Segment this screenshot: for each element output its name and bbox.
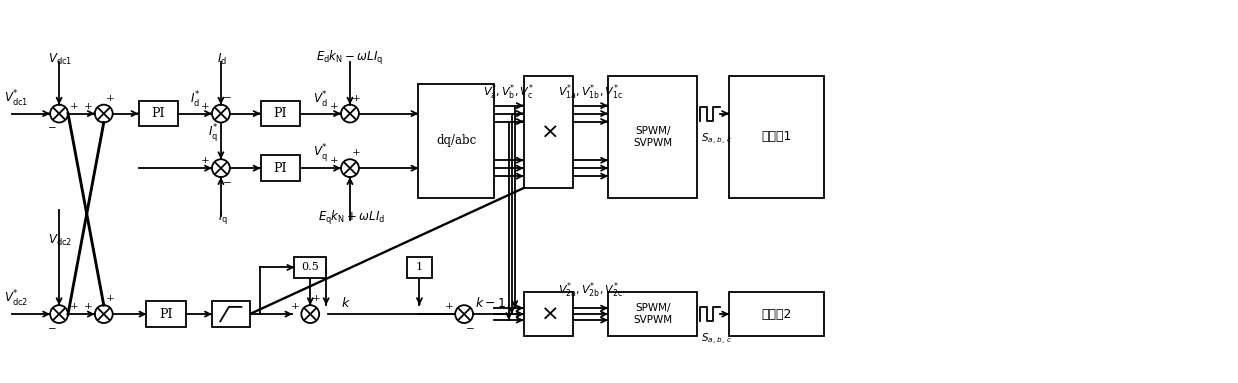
Text: −: − [223, 179, 232, 188]
FancyBboxPatch shape [418, 84, 494, 198]
Text: −: − [223, 94, 232, 103]
Text: +: + [202, 101, 210, 111]
FancyBboxPatch shape [139, 101, 178, 126]
Text: $V_{\rm q}^{*}$: $V_{\rm q}^{*}$ [313, 142, 328, 164]
Text: +: + [291, 302, 300, 311]
Text: +: + [84, 101, 93, 111]
Text: +: + [331, 156, 339, 165]
Text: $V_{\rm dc2}$: $V_{\rm dc2}$ [48, 232, 72, 247]
Text: +: + [71, 302, 79, 311]
Text: SPWM/
SVPWM: SPWM/ SVPWM [633, 126, 672, 148]
Text: $\times$: $\times$ [540, 303, 557, 325]
Text: +: + [444, 302, 453, 311]
FancyBboxPatch shape [524, 76, 573, 188]
Text: $V_{\rm 2a}^{*},V_{\rm 2b}^{*},V_{\rm 2c}^{*}$: $V_{\rm 2a}^{*},V_{\rm 2b}^{*},V_{\rm 2c… [558, 281, 623, 300]
Text: +: + [352, 94, 360, 103]
FancyBboxPatch shape [295, 257, 326, 278]
Text: SPWM/
SVPWM: SPWM/ SVPWM [633, 303, 672, 325]
Text: $V_{\rm 1a}^{*},V_{\rm 1b}^{*},V_{\rm 1c}^{*}$: $V_{\rm 1a}^{*},V_{\rm 1b}^{*},V_{\rm 1c… [558, 82, 623, 101]
Text: 逆变器1: 逆变器1 [761, 130, 792, 143]
Text: $V_{\rm d}^{*}$: $V_{\rm d}^{*}$ [313, 89, 328, 110]
Text: +: + [105, 94, 114, 103]
Text: $V_{\rm dc1}^{*}$: $V_{\rm dc1}^{*}$ [5, 88, 28, 109]
Text: $V_{\rm dc2}^{*}$: $V_{\rm dc2}^{*}$ [5, 289, 28, 309]
Text: PI: PI [274, 107, 287, 120]
FancyBboxPatch shape [406, 257, 432, 278]
Text: PI: PI [160, 308, 173, 321]
Text: $I_{\rm d}^{*}$: $I_{\rm d}^{*}$ [189, 89, 201, 110]
Text: $E_{\rm q}k_{\rm N}+\omega LI_{\rm d}$: $E_{\rm q}k_{\rm N}+\omega LI_{\rm d}$ [318, 209, 385, 227]
Text: +: + [71, 101, 79, 111]
Text: +: + [202, 156, 210, 165]
Text: +: + [105, 294, 114, 303]
Text: +: + [352, 148, 360, 157]
Text: 逆变器2: 逆变器2 [761, 308, 792, 321]
Text: $I_{\rm q}$: $I_{\rm q}$ [218, 209, 228, 226]
Text: $V_{\rm a}^{*},V_{\rm b}^{*},V_{\rm c}^{*}$: $V_{\rm a}^{*},V_{\rm b}^{*},V_{\rm c}^{… [483, 82, 535, 101]
FancyBboxPatch shape [212, 301, 250, 327]
Text: 1: 1 [416, 262, 423, 272]
Text: +: + [312, 294, 321, 303]
Text: $I_{\rm q}^{*}$: $I_{\rm q}^{*}$ [208, 122, 218, 144]
FancyBboxPatch shape [261, 101, 301, 126]
FancyBboxPatch shape [729, 76, 825, 198]
Text: $k$: $k$ [342, 296, 350, 310]
Text: $V_{\rm dc1}$: $V_{\rm dc1}$ [48, 52, 72, 67]
FancyBboxPatch shape [261, 155, 301, 181]
Text: $k-1$: $k-1$ [475, 296, 506, 310]
FancyBboxPatch shape [608, 76, 697, 198]
FancyBboxPatch shape [146, 301, 186, 327]
Text: 0.5: 0.5 [301, 262, 319, 272]
Text: +: + [84, 302, 93, 311]
Text: −: − [48, 325, 57, 334]
Text: $S_{a,\,b,\,c}$: $S_{a,\,b,\,c}$ [702, 131, 733, 147]
Text: +: + [331, 101, 339, 111]
FancyBboxPatch shape [524, 292, 573, 336]
Text: $\times$: $\times$ [540, 121, 557, 143]
Text: $I_{\rm d}$: $I_{\rm d}$ [217, 52, 227, 67]
FancyBboxPatch shape [729, 292, 825, 336]
Text: $E_{\rm d}k_{\rm N}-\omega LI_{\rm q}$: $E_{\rm d}k_{\rm N}-\omega LI_{\rm q}$ [317, 49, 384, 67]
Text: PI: PI [151, 107, 165, 120]
FancyBboxPatch shape [608, 292, 697, 336]
Text: dq/abc: dq/abc [436, 134, 477, 147]
Text: PI: PI [274, 162, 287, 175]
Text: $S_{a,\,b,\,c}$: $S_{a,\,b,\,c}$ [702, 332, 733, 347]
Text: −: − [467, 325, 475, 334]
Text: −: − [48, 124, 57, 134]
